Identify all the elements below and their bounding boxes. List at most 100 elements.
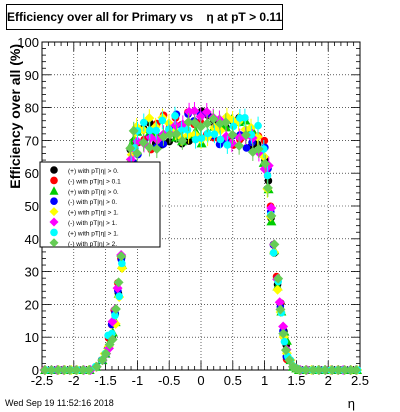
data-point	[118, 259, 126, 268]
data-point	[320, 365, 331, 375]
data-point	[313, 365, 324, 375]
data-point	[165, 137, 174, 146]
data-point	[242, 144, 251, 152]
data-point	[203, 129, 212, 138]
data-point	[171, 111, 179, 120]
data-point	[294, 365, 305, 375]
data-point	[220, 117, 231, 128]
data-point	[39, 365, 50, 375]
data-point	[223, 141, 232, 149]
data-point	[234, 140, 245, 151]
data-point	[272, 284, 283, 295]
legend-label: (-) with pT|η| > 2.	[68, 241, 117, 248]
data-point	[144, 142, 155, 153]
data-point	[260, 136, 269, 145]
data-point	[345, 365, 356, 375]
legend-marker	[49, 207, 59, 217]
data-point	[202, 118, 213, 129]
data-point	[115, 292, 124, 301]
legend-label: (-) with pT|η| > 0.1	[68, 178, 121, 185]
data-point	[339, 365, 350, 375]
x-tick-label: -2.5	[31, 373, 53, 388]
data-point	[269, 249, 278, 257]
data-point	[132, 148, 143, 159]
data-point	[152, 126, 161, 135]
data-point	[151, 144, 162, 155]
data-point	[183, 117, 194, 128]
data-point	[333, 365, 344, 375]
y-axis-label: Efficiency over all (%)	[7, 44, 23, 189]
data-point	[216, 135, 225, 144]
data-point	[240, 129, 251, 140]
data-point	[254, 121, 262, 130]
data-point	[110, 304, 121, 315]
data-point	[195, 121, 206, 132]
data-point	[269, 239, 280, 250]
data-point	[253, 143, 264, 154]
legend-marker	[50, 228, 58, 237]
data-point	[128, 125, 139, 136]
data-point	[280, 337, 289, 346]
data-point	[91, 361, 102, 372]
data-point	[210, 130, 219, 138]
data-point	[278, 321, 289, 332]
data-point	[208, 113, 219, 124]
data-point	[266, 210, 277, 221]
legend-label: (-) with pT|η| > 0.	[68, 199, 117, 206]
legend-label: (+) with pT|η| > 1.	[68, 230, 119, 237]
data-point	[139, 118, 148, 127]
data-point	[84, 365, 95, 375]
x-tick-label: 0.5	[224, 373, 242, 388]
data-point	[177, 135, 188, 146]
data-point	[100, 348, 111, 359]
data-point	[146, 126, 154, 135]
legend: (+) with pT|η| > 0. (-) with pT|η| > 0.1 (…	[39, 161, 161, 248]
timestamp: Wed Sep 19 11:52:16 2018	[5, 398, 114, 408]
x-tick-label: 1	[261, 373, 268, 388]
data-point	[201, 106, 212, 117]
legend-label: (-) with pT|η| > 1.	[68, 220, 117, 227]
legend-label: (+) with pT|η| > 0.	[68, 189, 119, 196]
y-tick-label: 80	[25, 101, 39, 116]
x-tick-label: 1.5	[287, 373, 305, 388]
data-point	[284, 355, 295, 366]
data-point	[197, 134, 206, 142]
data-point	[170, 120, 181, 131]
data-point	[116, 251, 127, 262]
data-point	[259, 145, 268, 153]
data-point	[46, 365, 57, 375]
legend-marker	[49, 217, 59, 227]
y-tick-label: 20	[25, 297, 39, 312]
legend-box	[39, 161, 161, 248]
y-tick-label: 100	[17, 35, 39, 50]
data-point	[262, 182, 273, 193]
data-point	[278, 328, 289, 339]
data-point	[266, 216, 277, 226]
data-point	[275, 304, 286, 315]
data-point	[52, 365, 63, 375]
x-tick-label: 2.5	[351, 373, 369, 388]
data-point	[280, 345, 291, 356]
legend-label: (+) with pT|η| > 1.	[68, 210, 119, 217]
data-point	[301, 365, 312, 375]
data-point	[260, 158, 271, 169]
data-point	[229, 122, 238, 131]
data-point	[113, 277, 124, 288]
x-tick-label: -2	[68, 373, 80, 388]
legend-marker	[49, 238, 59, 248]
y-tick-label: 30	[25, 265, 39, 280]
data-point	[191, 135, 200, 144]
data-point	[327, 365, 338, 375]
data-point	[189, 106, 200, 117]
data-point	[351, 365, 362, 375]
data-point	[138, 137, 149, 148]
data-point	[195, 111, 206, 122]
data-point	[107, 329, 116, 338]
data-point	[171, 128, 182, 139]
data-point	[64, 365, 75, 375]
legend-label: (+) with pT|η| > 0.	[68, 168, 119, 175]
legend-marker	[50, 197, 58, 205]
data-point	[78, 365, 89, 375]
x-axis-label: η	[348, 396, 355, 411]
